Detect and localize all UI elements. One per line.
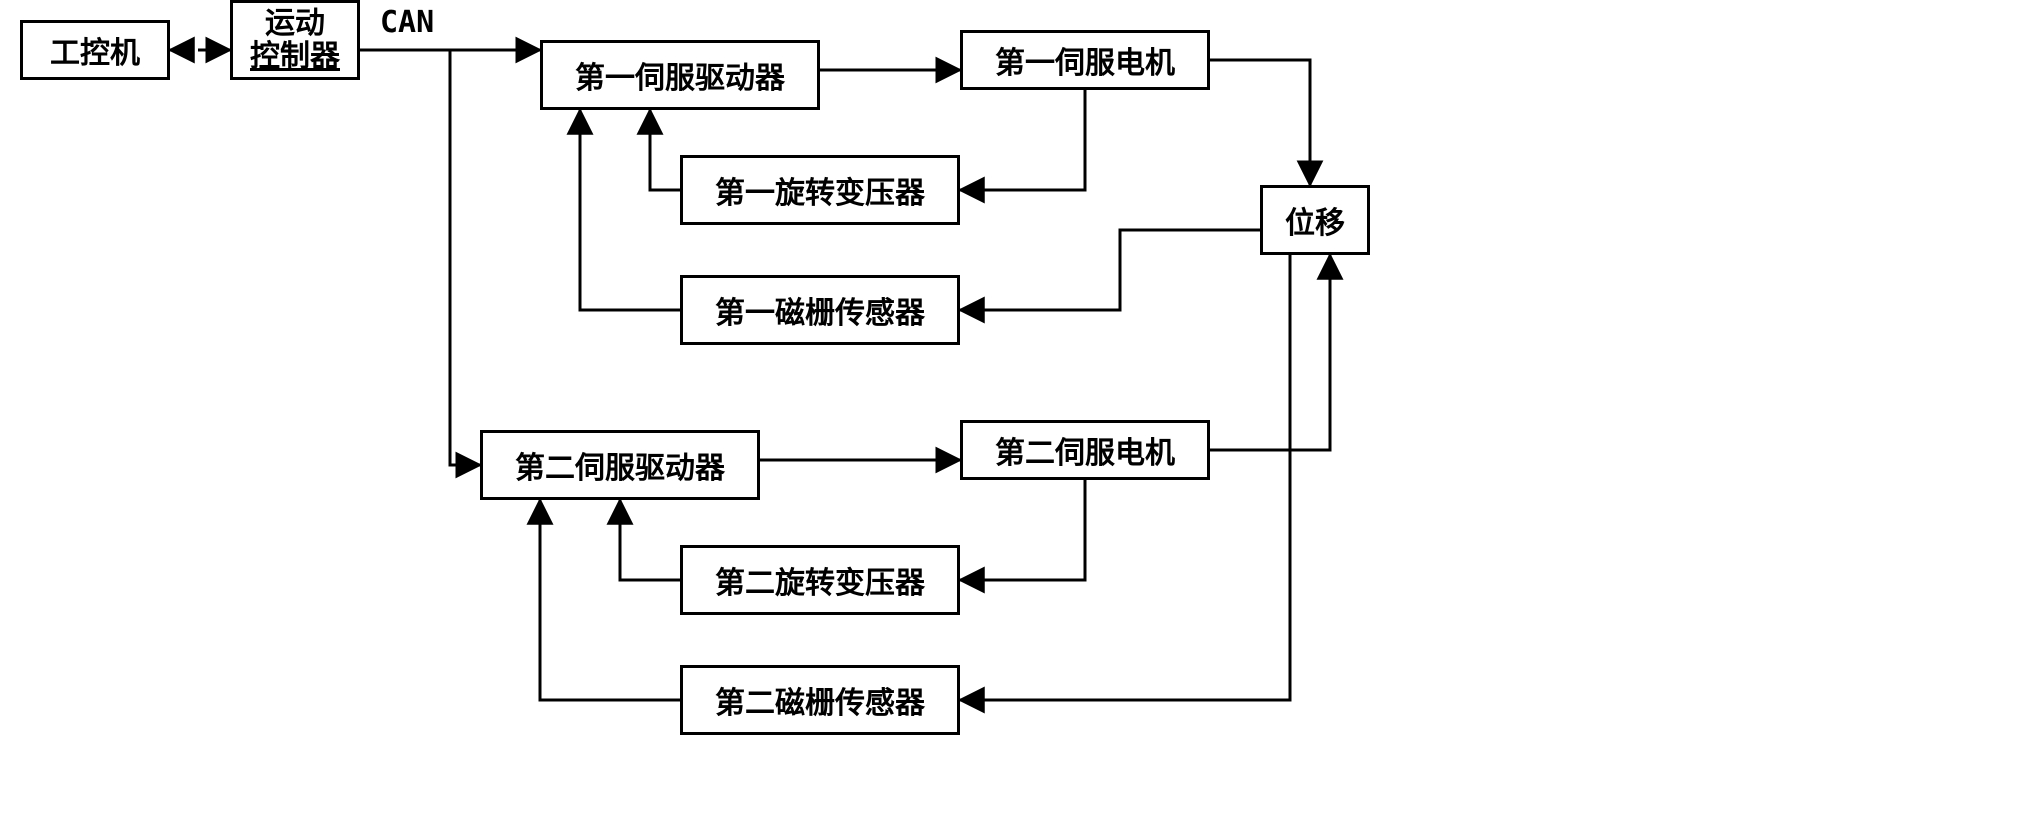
mc-label-line2: 控制器 [250,40,340,73]
arrows-layer [0,0,2022,832]
servo-motor-2-box: 第二伺服电机 [960,420,1210,480]
motion-controller-box: 运动 控制器 [230,0,360,80]
can-text: CAN [380,5,434,40]
arrow-res2-drv2 [620,500,680,580]
arrow-mot2-disp [1210,255,1330,450]
arrow-res1-drv1 [650,110,680,190]
resolver-1-box: 第一旋转变压器 [680,155,960,225]
arrow-disp-mag1 [960,230,1260,310]
mag-sensor-2-box: 第二磁栅传感器 [680,665,960,735]
resolver-1-label: 第一旋转变压器 [715,168,925,212]
servo-driver-1-box: 第一伺服驱动器 [540,40,820,110]
displacement-label: 位移 [1285,198,1345,242]
servo-driver-2-label: 第二伺服驱动器 [515,443,725,487]
mag-sensor-1-box: 第一磁栅传感器 [680,275,960,345]
can-label: CAN [380,5,434,40]
resolver-2-box: 第二旋转变压器 [680,545,960,615]
mc-label-line1: 运动 [265,7,325,40]
ipc-label: 工控机 [50,28,140,72]
arrow-mag1-drv1 [580,110,680,310]
arrow-mot2-res2 [960,480,1085,580]
servo-motor-1-box: 第一伺服电机 [960,30,1210,90]
arrow-mot1-res1 [960,90,1085,190]
mag-sensor-2-label: 第二磁栅传感器 [715,678,925,722]
arrow-mot1-disp [1210,60,1310,185]
servo-driver-2-box: 第二伺服驱动器 [480,430,760,500]
mag-sensor-1-label: 第一磁栅传感器 [715,288,925,332]
arrow-mag2-drv2 [540,500,680,700]
arrow-mc-drv2 [450,50,480,465]
servo-driver-1-label: 第一伺服驱动器 [575,53,785,97]
displacement-box: 位移 [1260,185,1370,255]
servo-motor-1-label: 第一伺服电机 [995,38,1175,82]
ipc-box: 工控机 [20,20,170,80]
servo-motor-2-label: 第二伺服电机 [995,428,1175,472]
resolver-2-label: 第二旋转变压器 [715,558,925,602]
